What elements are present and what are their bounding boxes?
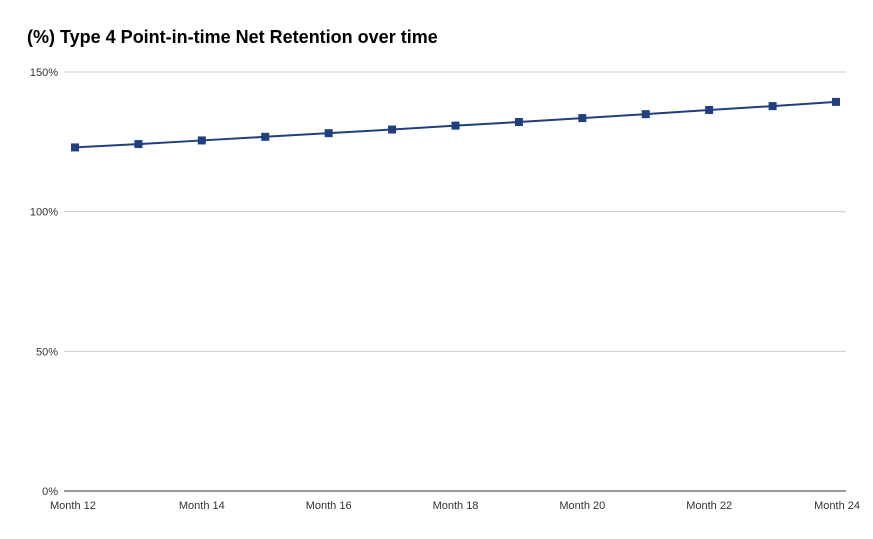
data-point bbox=[261, 132, 270, 141]
data-point bbox=[578, 114, 587, 123]
y-tick-label: 150% bbox=[30, 67, 58, 79]
x-tick-label: Month 22 bbox=[686, 500, 732, 512]
x-axis-ticks: Month 12 Month 14 Month 16 Month 18 Month 20… bbox=[50, 500, 860, 512]
x-tick-label: Month 24 bbox=[814, 500, 860, 512]
data-point bbox=[197, 136, 206, 145]
data-point bbox=[388, 125, 397, 134]
gridlines bbox=[64, 71, 846, 492]
x-tick-label: Month 14 bbox=[179, 500, 225, 512]
data-point bbox=[134, 140, 143, 149]
data-point bbox=[641, 110, 650, 119]
y-axis-ticks: 0% 50% 100% 150% bbox=[30, 67, 58, 498]
data-point bbox=[71, 143, 79, 152]
y-tick-label: 0% bbox=[42, 486, 58, 498]
x-tick-label: Month 18 bbox=[433, 500, 479, 512]
x-tick-label: Month 20 bbox=[559, 500, 605, 512]
y-tick-label: 100% bbox=[30, 207, 58, 219]
series-layer bbox=[71, 97, 840, 152]
data-point bbox=[832, 97, 840, 106]
data-point bbox=[705, 105, 714, 114]
data-point bbox=[451, 121, 460, 130]
x-tick-label: Month 16 bbox=[306, 500, 352, 512]
x-tick-label: Month 12 bbox=[50, 500, 96, 512]
data-point bbox=[324, 129, 333, 138]
data-point bbox=[768, 102, 777, 111]
data-point bbox=[514, 118, 523, 127]
y-tick-label: 50% bbox=[36, 346, 58, 358]
chart-title: (%) Type 4 Point-in-time Net Retention o… bbox=[27, 27, 438, 47]
